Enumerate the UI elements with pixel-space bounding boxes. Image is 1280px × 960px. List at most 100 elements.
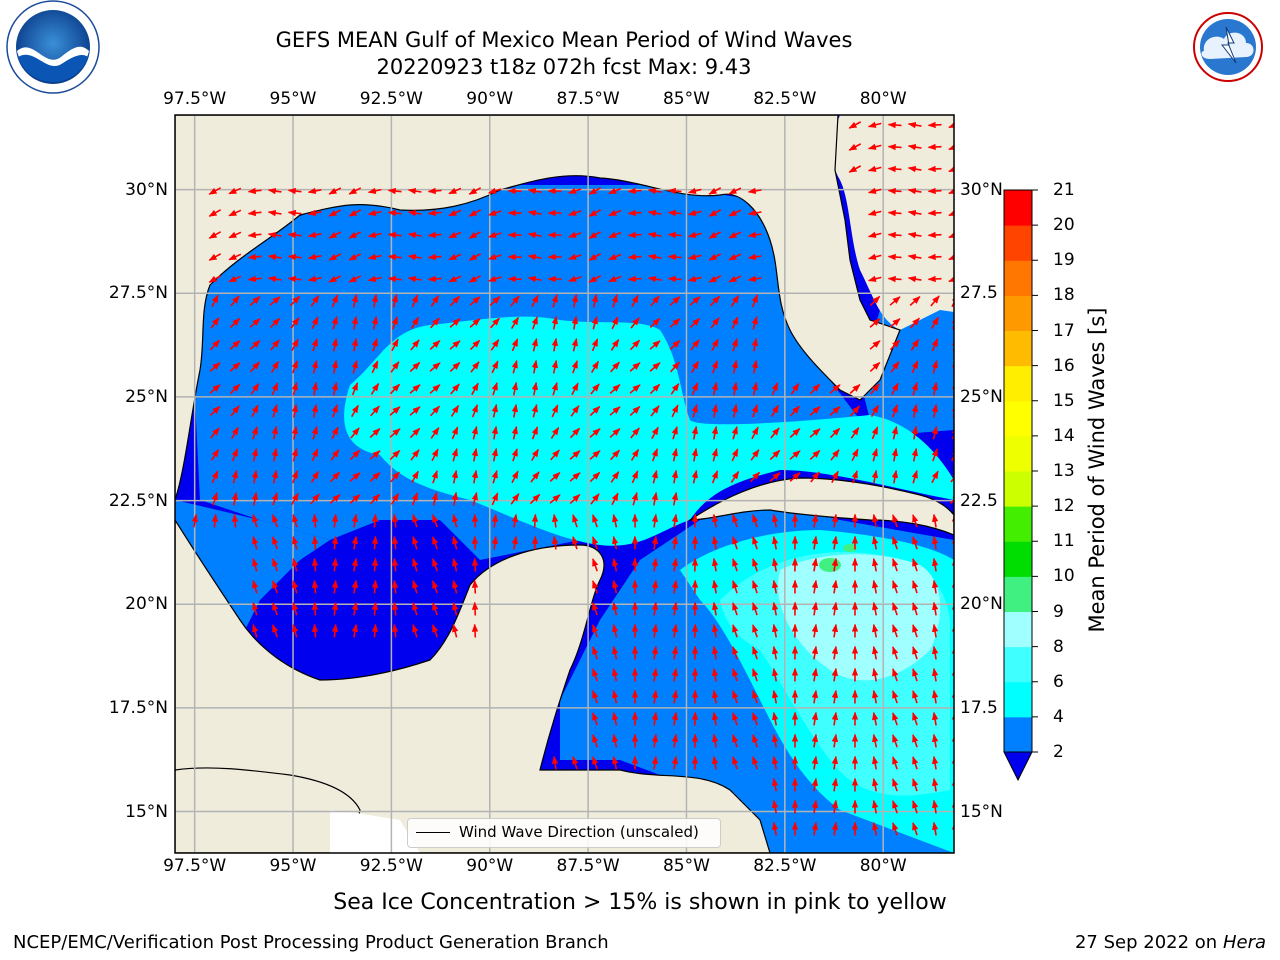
wave-direction-arrow (412, 624, 419, 638)
wave-direction-arrow (291, 447, 298, 462)
wave-direction-arrow (371, 623, 379, 638)
wave-direction-arrow (931, 448, 938, 462)
wave-direction-arrow (592, 756, 599, 770)
wave-direction-arrow (550, 426, 560, 439)
wave-direction-arrow (667, 187, 682, 195)
wave-direction-arrow (290, 317, 300, 329)
wave-direction-arrow (488, 187, 502, 194)
wave-direction-arrow (311, 513, 319, 528)
wave-direction-arrow (751, 404, 758, 418)
wave-direction-arrow (531, 337, 538, 352)
wave-direction-arrow (271, 425, 278, 440)
wave-direction-arrow (371, 579, 379, 594)
wave-direction-arrow (208, 275, 222, 283)
wave-direction-arrow (367, 275, 382, 282)
land-mexico (175, 518, 771, 853)
wave-direction-arrow (609, 449, 621, 461)
noaa-logo (6, 0, 100, 94)
wave-direction-arrow (571, 293, 579, 308)
wave-direction-arrow (892, 668, 899, 682)
wave-direction-arrow (291, 381, 298, 396)
wave-direction-arrow (450, 383, 460, 395)
wave-direction-arrow (647, 209, 662, 217)
wave-direction-arrow (732, 580, 739, 594)
wave-direction-arrow (892, 624, 899, 638)
wave-direction-arrow (912, 646, 919, 660)
wave-direction-arrow (912, 580, 919, 594)
wave-direction-arrow (831, 755, 839, 770)
wave-direction-arrow (247, 209, 262, 217)
lon-label: 95°W (269, 856, 317, 876)
wave-direction-arrow (571, 337, 578, 352)
wave-direction-arrow (907, 121, 922, 129)
wave-direction-arrow (229, 340, 241, 350)
wave-direction-arrow (208, 253, 222, 261)
wave-direction-arrow (931, 645, 939, 660)
wave-direction-arrow (848, 121, 862, 129)
wave-direction-arrow (371, 535, 379, 550)
wave-direction-arrow (771, 382, 779, 396)
wave-direction-arrow (252, 623, 259, 638)
wave-direction-arrow (491, 513, 499, 528)
wave-direction-arrow (927, 275, 942, 283)
wave-direction-arrow (627, 275, 642, 283)
wave-direction-arrow (452, 513, 459, 528)
wave-direction-arrow (471, 601, 479, 616)
wave-direction-arrow (770, 404, 780, 417)
wave-direction-arrow (907, 209, 922, 217)
wave-direction-arrow (590, 360, 600, 373)
wave-direction-arrow (469, 296, 481, 306)
wave-direction-arrow (671, 491, 678, 506)
wave-direction-arrow (671, 404, 679, 418)
wave-direction-arrow (907, 187, 922, 195)
wave-direction-arrow (732, 668, 739, 682)
wave-direction-arrow (887, 165, 902, 173)
wave-direction-arrow (271, 492, 278, 506)
wave-direction-arrow (627, 253, 642, 261)
wave-direction-arrow (871, 426, 879, 440)
wave-direction-arrow (612, 601, 619, 616)
wave-direction-arrow (250, 383, 260, 395)
wave-direction-arrow (732, 734, 739, 748)
wave-direction-arrow (872, 667, 879, 682)
wave-direction-arrow (708, 275, 722, 283)
wave-direction-arrow (292, 513, 299, 528)
wave-direction-arrow (251, 469, 259, 484)
stamp-date: 27 Sep 2022 on (1074, 932, 1218, 953)
wave-direction-arrow (728, 275, 742, 283)
wave-direction-arrow (571, 360, 578, 374)
wave-direction-arrow (490, 339, 500, 351)
wave-direction-arrow (311, 535, 319, 550)
wave-direction-arrow (568, 187, 582, 194)
wave-direction-arrow (671, 755, 679, 770)
wave-direction-arrow (630, 427, 640, 439)
wave-direction-arrow (291, 425, 299, 440)
wave-direction-arrow (488, 253, 502, 260)
wave-direction-arrow (407, 187, 422, 195)
wave-direction-arrow (371, 557, 379, 572)
wave-direction-arrow (687, 209, 702, 216)
wave-direction-arrow (330, 449, 340, 461)
wave-direction-arrow (228, 253, 242, 261)
colorbar-bin (1004, 611, 1032, 648)
wave-direction-arrow (771, 711, 779, 726)
wave-direction-arrow (711, 470, 719, 484)
wave-direction-arrow (610, 338, 620, 351)
wave-direction-arrow (612, 623, 619, 638)
wave-direction-arrow (210, 427, 220, 439)
wave-direction-arrow (247, 253, 262, 261)
wave-direction-arrow (687, 187, 702, 194)
wave-direction-arrow (311, 601, 319, 616)
wave-direction-arrow (391, 557, 399, 572)
wave-direction-arrow (789, 428, 801, 438)
wave-direction-arrow (770, 427, 780, 439)
wave-direction-arrow (872, 601, 879, 616)
wave-direction-arrow (690, 339, 700, 351)
wave-direction-arrow (671, 711, 679, 726)
wave-direction-arrow (371, 601, 379, 616)
wave-direction-arrow (267, 209, 282, 217)
wave-direction-arrow (671, 733, 679, 748)
wave-direction-arrow (328, 275, 342, 283)
wave-direction-arrow (651, 733, 659, 748)
